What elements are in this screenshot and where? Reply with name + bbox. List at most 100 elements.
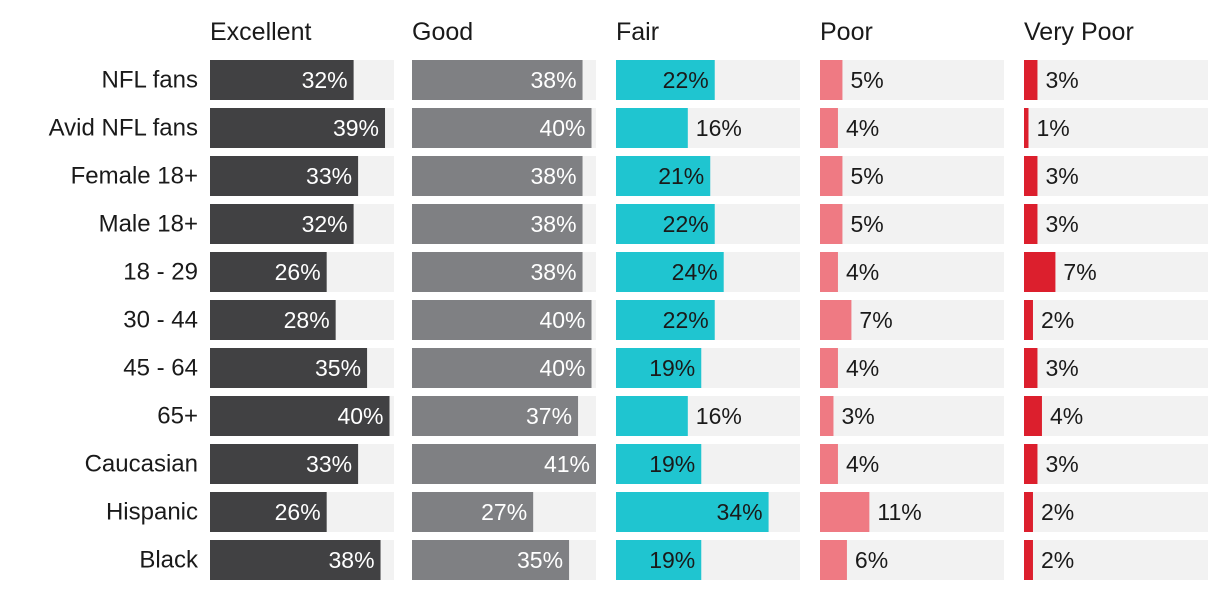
value-label-excellent-65: 40%: [337, 403, 383, 429]
value-label-excellent-18-29: 26%: [275, 259, 321, 285]
bar-very-poor-30-44: [1024, 300, 1033, 340]
value-label-very-poor-30-44: 2%: [1041, 307, 1074, 333]
row-label-65: 65+: [157, 403, 198, 430]
value-label-poor-65: 3%: [841, 403, 874, 429]
bar-poor-male-18: [820, 204, 843, 244]
bar-good-18-29: [412, 252, 583, 292]
value-label-good-nfl-fans: 38%: [530, 67, 576, 93]
bar-excellent-30-44: [210, 300, 336, 340]
value-label-excellent-nfl-fans: 32%: [302, 67, 348, 93]
bar-good-avid-nfl-fans: [412, 108, 592, 148]
bar-excellent-avid-nfl-fans: [210, 108, 386, 148]
row-label-female-18: Female 18+: [71, 163, 198, 190]
track-very-poor-female-18: [1024, 156, 1208, 196]
value-label-very-poor-hispanic: 2%: [1041, 499, 1074, 525]
bar-poor-avid-nfl-fans: [820, 108, 838, 148]
bar-poor-45-64: [820, 348, 838, 388]
bar-fair-nfl-fans: [616, 60, 715, 100]
value-label-excellent-30-44: 28%: [284, 307, 330, 333]
value-label-excellent-black: 38%: [328, 547, 374, 573]
value-label-good-avid-nfl-fans: 40%: [539, 115, 585, 141]
bar-poor-black: [820, 540, 847, 580]
value-label-very-poor-female-18: 3%: [1045, 163, 1078, 189]
bar-fair-65: [616, 396, 688, 436]
row-label-nfl-fans: NFL fans: [102, 67, 198, 94]
bar-poor-65: [820, 396, 834, 436]
track-poor-black: [820, 540, 1004, 580]
value-label-very-poor-45-64: 3%: [1045, 355, 1078, 381]
track-poor-45-64: [820, 348, 1004, 388]
value-label-excellent-caucasian: 33%: [306, 451, 352, 477]
bar-good-caucasian: [412, 444, 596, 484]
value-label-poor-18-29: 4%: [846, 259, 879, 285]
track-poor-18-29: [820, 252, 1004, 292]
row-label-30-44: 30 - 44: [123, 307, 198, 334]
track-very-poor-nfl-fans: [1024, 60, 1208, 100]
value-label-good-black: 35%: [517, 547, 563, 573]
value-label-poor-nfl-fans: 5%: [850, 67, 883, 93]
value-label-fair-female-18: 21%: [658, 163, 704, 189]
panel-very-poor: 3% 1% 3% 3% 7% 2% 3% 4% 3% 2% 2%: [1024, 60, 1208, 580]
row-labels: NFL fans Avid NFL fans Female 18+ Male 18+ 1…: [49, 67, 199, 574]
value-label-poor-30-44: 7%: [859, 307, 892, 333]
column-header-good: Good: [412, 18, 473, 46]
track-very-poor-black: [1024, 540, 1208, 580]
value-label-fair-nfl-fans: 22%: [663, 67, 709, 93]
value-label-excellent-male-18: 32%: [302, 211, 348, 237]
row-label-caucasian: Caucasian: [85, 451, 198, 478]
column-header-poor: Poor: [820, 18, 873, 46]
bar-very-poor-65: [1024, 396, 1042, 436]
panel-poor: 5% 4% 5% 5% 4% 7% 4% 3% 4% 11% 6%: [820, 60, 1004, 580]
bar-good-30-44: [412, 300, 592, 340]
value-label-excellent-avid-nfl-fans: 39%: [333, 115, 379, 141]
panel-excellent: 32% 39% 33% 32% 26% 28% 35% 40% 33% 26% 38%: [210, 60, 394, 580]
bar-poor-30-44: [820, 300, 852, 340]
bar-fair-18-29: [616, 252, 724, 292]
bar-fair-45-64: [616, 348, 702, 388]
track-poor-male-18: [820, 204, 1004, 244]
bar-excellent-female-18: [210, 156, 359, 196]
value-label-good-18-29: 38%: [530, 259, 576, 285]
value-label-very-poor-65: 4%: [1050, 403, 1083, 429]
bar-very-poor-nfl-fans: [1024, 60, 1038, 100]
column-header-excellent: Excellent: [210, 18, 311, 46]
value-label-poor-caucasian: 4%: [846, 451, 879, 477]
column-header-fair: Fair: [616, 18, 659, 46]
column-headers: Excellent Good Fair Poor Very Poor: [210, 18, 1134, 46]
track-poor-female-18: [820, 156, 1004, 196]
track-poor-avid-nfl-fans: [820, 108, 1004, 148]
panel-good: 38% 40% 38% 38% 38% 40% 40% 37% 41% 27% 35%: [412, 60, 596, 580]
value-label-fair-black: 19%: [649, 547, 695, 573]
bar-very-poor-male-18: [1024, 204, 1038, 244]
bar-very-poor-hispanic: [1024, 492, 1033, 532]
value-label-fair-65: 16%: [696, 403, 742, 429]
value-label-fair-18-29: 24%: [672, 259, 718, 285]
bar-fair-caucasian: [616, 444, 702, 484]
value-label-good-hispanic: 27%: [481, 499, 527, 525]
track-very-poor-male-18: [1024, 204, 1208, 244]
value-label-fair-caucasian: 19%: [649, 451, 695, 477]
value-label-excellent-45-64: 35%: [315, 355, 361, 381]
bar-very-poor-45-64: [1024, 348, 1038, 388]
value-label-very-poor-male-18: 3%: [1045, 211, 1078, 237]
bar-poor-nfl-fans: [820, 60, 843, 100]
value-label-good-65: 37%: [526, 403, 572, 429]
bar-fair-male-18: [616, 204, 715, 244]
value-label-poor-45-64: 4%: [846, 355, 879, 381]
track-poor-65: [820, 396, 1004, 436]
track-very-poor-30-44: [1024, 300, 1208, 340]
value-label-very-poor-nfl-fans: 3%: [1045, 67, 1078, 93]
bar-poor-female-18: [820, 156, 843, 196]
bar-very-poor-avid-nfl-fans: [1024, 108, 1029, 148]
bar-very-poor-female-18: [1024, 156, 1038, 196]
bar-very-poor-18-29: [1024, 252, 1056, 292]
value-label-very-poor-caucasian: 3%: [1045, 451, 1078, 477]
bar-excellent-18-29: [210, 252, 327, 292]
value-label-very-poor-18-29: 7%: [1063, 259, 1096, 285]
row-label-hispanic: Hispanic: [106, 499, 198, 526]
bar-good-hispanic: [412, 492, 534, 532]
value-label-good-female-18: 38%: [530, 163, 576, 189]
bar-good-45-64: [412, 348, 592, 388]
row-label-45-64: 45 - 64: [123, 355, 198, 382]
